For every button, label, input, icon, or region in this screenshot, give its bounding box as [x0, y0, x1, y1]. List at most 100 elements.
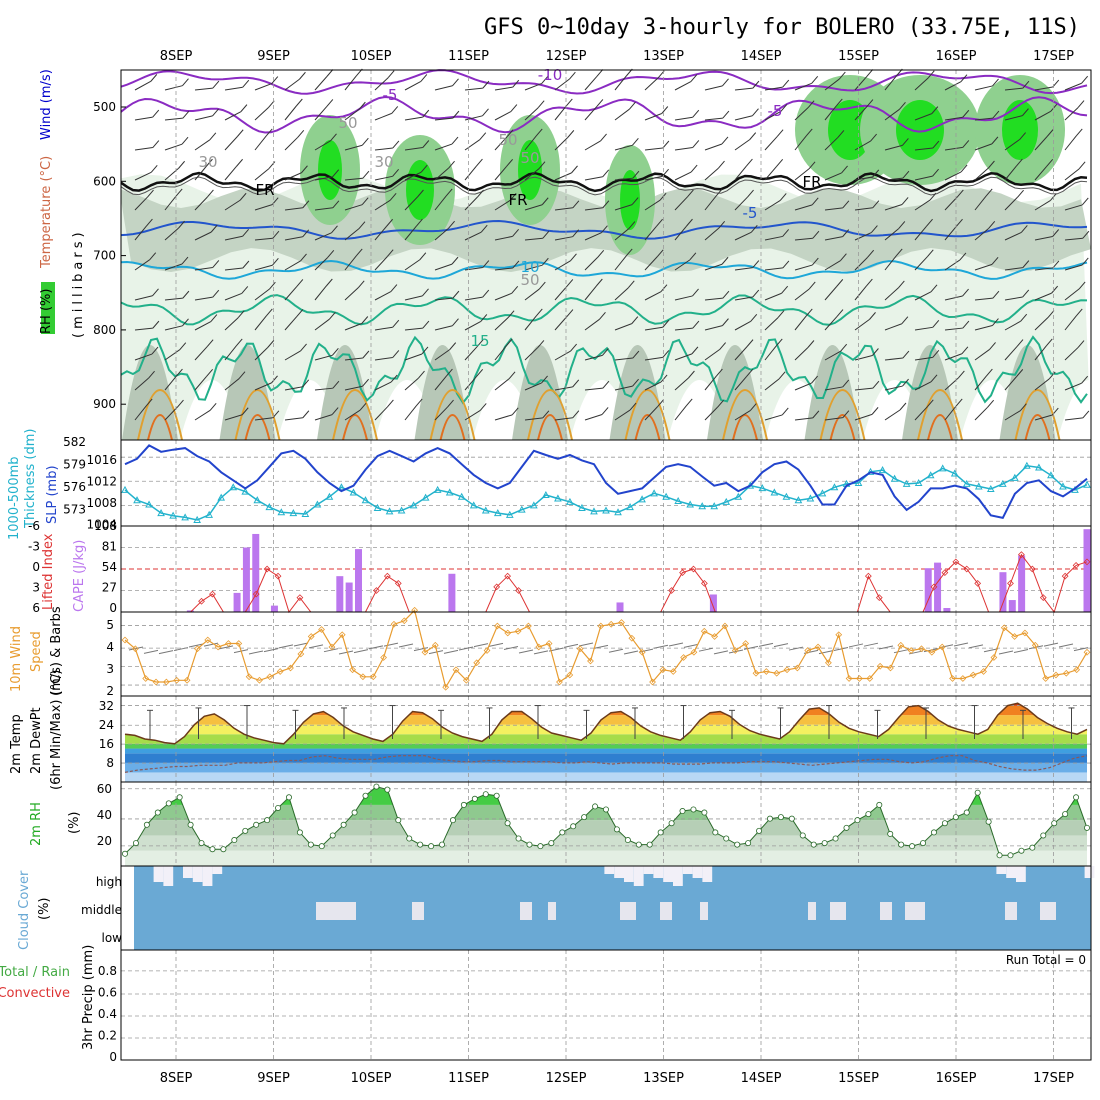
cape-bar [270, 605, 278, 612]
wind-barb-flag [781, 407, 789, 416]
cloud-high-label: high [96, 875, 122, 889]
wind-barb-flag [511, 407, 519, 416]
rh2m-point [231, 837, 238, 844]
wind-barb [494, 317, 509, 331]
li-point [690, 565, 697, 573]
wind-speed-point [866, 675, 874, 682]
temp2m-lines [124, 702, 1088, 773]
wind-barb-flag [332, 169, 340, 178]
rh-legend-swatch [41, 282, 55, 334]
wind-barb [284, 136, 299, 151]
wind-barb-flag [420, 164, 428, 173]
wind-barb [1064, 315, 1077, 331]
wind-barb-flag [718, 220, 726, 229]
wind-barb [584, 106, 598, 121]
wind-barb-flag [601, 225, 608, 234]
wind-barb [764, 317, 779, 331]
li-point [668, 587, 675, 594]
wind-speed-point [1042, 675, 1050, 682]
thickness-point [361, 496, 370, 504]
thickness-point [493, 509, 502, 517]
wind-barb [134, 405, 147, 421]
high-cloud-block [1016, 866, 1026, 882]
wind-barb [614, 228, 630, 241]
wind-barb [734, 139, 750, 151]
wind-speed-point [235, 640, 243, 647]
surface-wind-barb [953, 642, 969, 647]
rh2m-point [198, 840, 205, 847]
wind-speed-point [607, 620, 615, 628]
middle-cloud-block [700, 902, 708, 920]
rh-core [896, 100, 944, 160]
wind-speed-point [700, 627, 708, 635]
wind-barb-flag [1020, 403, 1027, 411]
wind-speed-curve [124, 609, 1088, 689]
thickness-point [277, 508, 286, 516]
wind-barb [524, 168, 540, 181]
wind-barb-flag [151, 346, 159, 355]
rh2m-panel: 60 40 20 2m RH (%) [29, 781, 1092, 867]
wind-barb [794, 264, 813, 271]
wind-barb [584, 232, 602, 241]
thickness-point [469, 501, 478, 509]
surface-wind-barb [173, 647, 189, 652]
wind-speed-point [597, 622, 605, 630]
wind-barb-flag [212, 80, 220, 89]
thickness-point [890, 474, 899, 482]
wind-barb [1034, 292, 1052, 301]
wind-barb [824, 386, 843, 391]
wind-barb [944, 295, 963, 301]
wind-barb [794, 135, 807, 151]
wind-barb [344, 108, 360, 121]
rh2m-point [745, 840, 752, 847]
wind-barb-flag [898, 221, 906, 229]
pressure-tick-label: 600 [93, 174, 116, 188]
wind-barb [164, 117, 183, 121]
li-point [1083, 558, 1091, 566]
wind-barb [1034, 166, 1048, 181]
wind-speed-point [721, 622, 729, 630]
rh2m-point [766, 815, 773, 822]
wind-barb [554, 286, 568, 301]
pressure-tick-label: 800 [93, 323, 116, 337]
wind-barb [584, 76, 598, 91]
wind-barb-flag [537, 340, 545, 348]
wind-speed-point [980, 668, 987, 675]
contour-label: FR [802, 173, 821, 191]
precip-label-c: 3hr Precip (mm) [81, 945, 96, 1050]
wind-barb [644, 356, 663, 361]
wind-barb [674, 116, 693, 121]
wind-speed-point [938, 643, 946, 651]
wind-barb-flag [302, 229, 310, 238]
wind10-label-c: (m/s) & Barbs [49, 606, 64, 696]
wind-barb [524, 264, 543, 271]
wind-barb-flag [236, 129, 244, 138]
surface-wind-barb [473, 643, 489, 648]
high-cloud-block [682, 866, 693, 874]
wind-barb-flag [932, 350, 940, 358]
wind-barb [134, 147, 153, 151]
rh-core [406, 160, 434, 220]
rh2m-point [996, 852, 1003, 859]
thickness-point [938, 464, 947, 472]
wind-barb-flag [482, 80, 490, 89]
wind-barb-flag [807, 340, 815, 348]
cape-label: CAPE (J/kg) [72, 540, 87, 612]
wind-barb [974, 325, 993, 331]
wind-barb [1004, 376, 1018, 391]
wind-barb-flag [506, 158, 514, 167]
cloud-label-a: Cloud Cover [17, 870, 32, 950]
wind-barb-flag [361, 197, 369, 206]
wind-barb-flag [1047, 310, 1055, 318]
wind-barb-flag [628, 221, 636, 229]
wind-barb-flag [780, 104, 788, 112]
rh2m-point [275, 804, 282, 811]
lifted-index-line [125, 551, 1091, 614]
wind-barb [464, 375, 478, 391]
contour-minus5-lower [120, 219, 1088, 240]
wind-speed-point [742, 640, 750, 647]
wind-barb [1034, 200, 1051, 211]
middle-cloud-block [548, 902, 556, 920]
pressure-tick-label: 900 [93, 397, 116, 411]
wind-barb [254, 107, 269, 121]
